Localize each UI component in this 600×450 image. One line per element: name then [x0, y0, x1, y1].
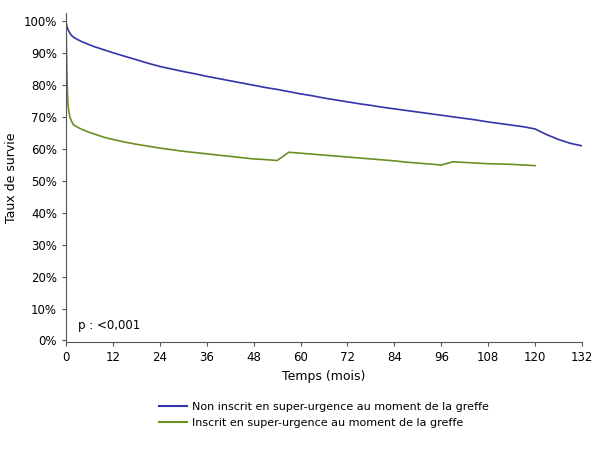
Text: p : <0,001: p : <0,001 — [78, 320, 140, 333]
Y-axis label: Taux de survie: Taux de survie — [5, 132, 18, 223]
Legend: Non inscrit en super-urgence au moment de la greffe, Inscrit en super-urgence au: Non inscrit en super-urgence au moment d… — [154, 398, 494, 432]
X-axis label: Temps (mois): Temps (mois) — [283, 369, 365, 382]
